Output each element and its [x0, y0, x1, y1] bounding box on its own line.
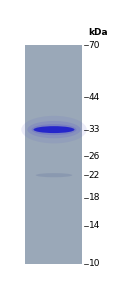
- Ellipse shape: [36, 173, 72, 177]
- Bar: [25, 45, 82, 264]
- Text: 10: 10: [89, 259, 100, 268]
- Ellipse shape: [27, 121, 81, 138]
- Text: 33: 33: [89, 125, 100, 134]
- Text: kDa: kDa: [89, 28, 108, 37]
- Ellipse shape: [32, 124, 76, 135]
- Text: 70: 70: [89, 41, 100, 50]
- Text: 44: 44: [89, 93, 100, 102]
- Ellipse shape: [21, 116, 87, 144]
- Text: 14: 14: [89, 222, 100, 231]
- Text: 26: 26: [89, 152, 100, 161]
- Ellipse shape: [33, 126, 75, 133]
- Text: 22: 22: [89, 171, 100, 180]
- Text: 18: 18: [89, 193, 100, 202]
